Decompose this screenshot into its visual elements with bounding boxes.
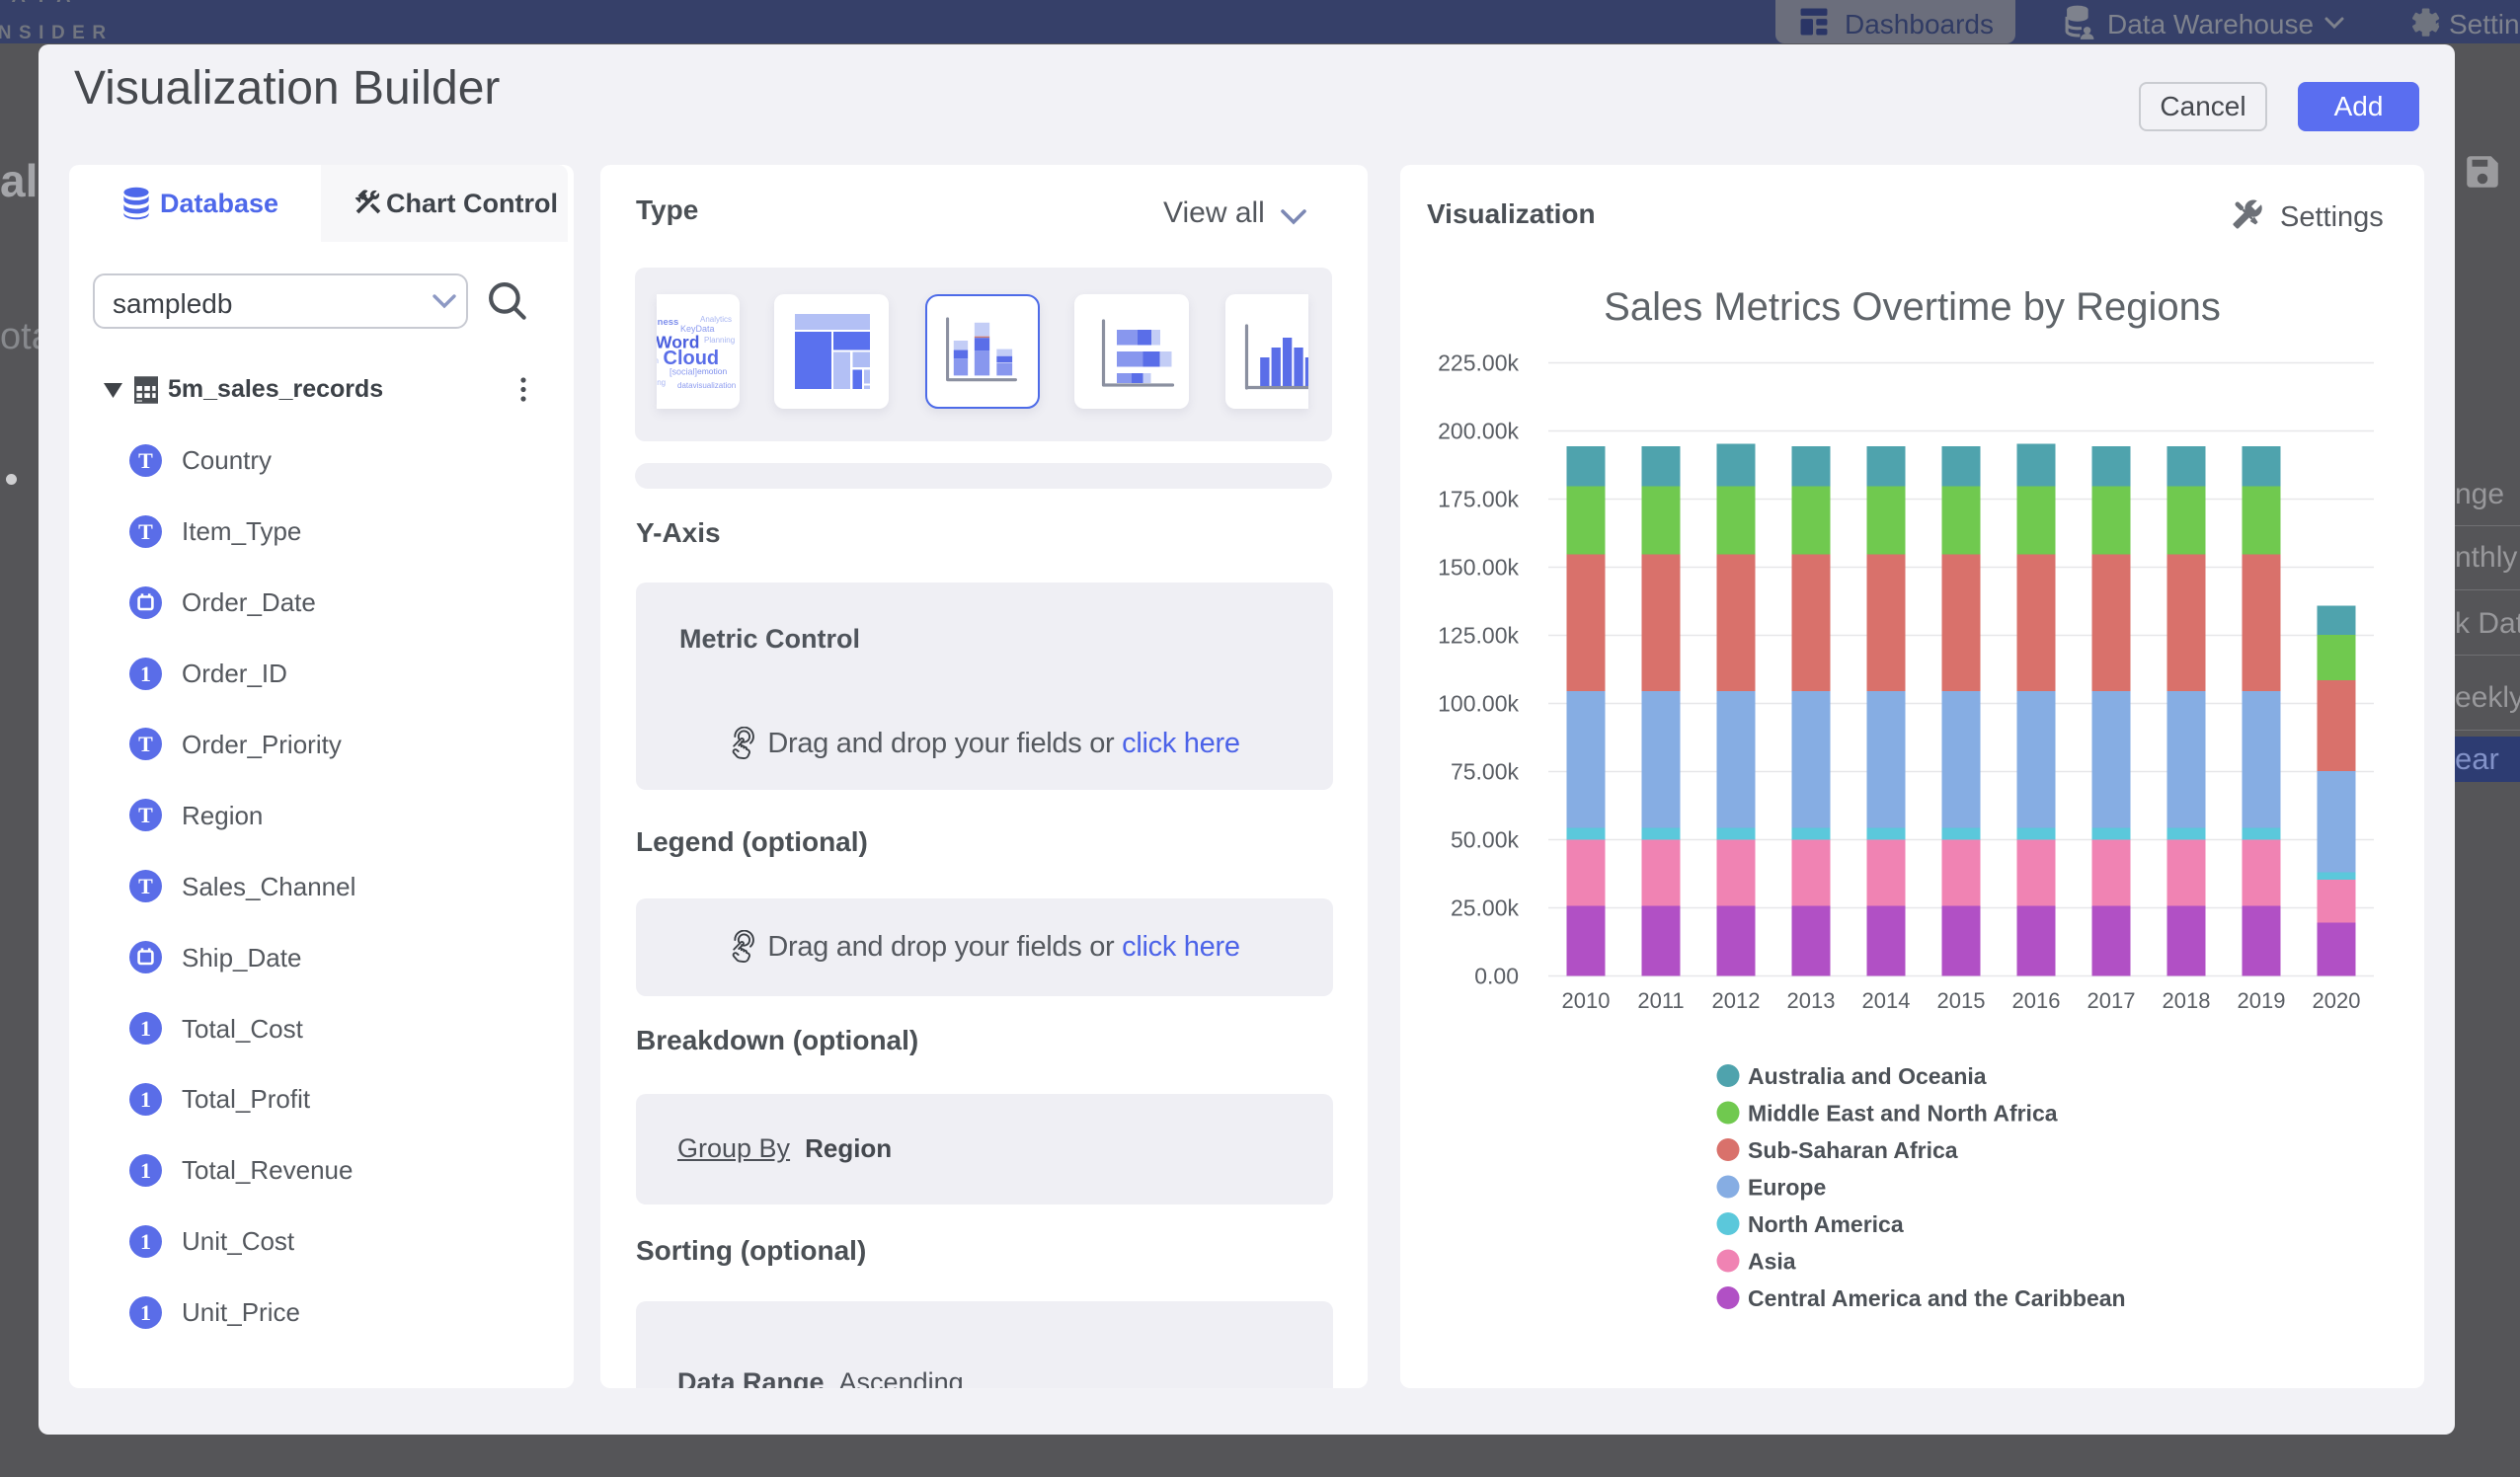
svg-text:Middle East and North Africa: Middle East and North Africa [1748, 1101, 2058, 1127]
svg-text:2014: 2014 [1862, 988, 1911, 1013]
svg-text:0.00: 0.00 [1474, 964, 1519, 989]
svg-text:Europe: Europe [1748, 1175, 1826, 1201]
svg-text:emotion: emotion [697, 366, 728, 376]
svg-text:Sub-Saharan Africa: Sub-Saharan Africa [1748, 1137, 1958, 1163]
svg-text:50.00k: 50.00k [1451, 827, 1520, 853]
svg-text:2016: 2016 [2012, 988, 2061, 1013]
svg-text:2011: 2011 [1637, 988, 1684, 1013]
svg-text:1: 1 [140, 1016, 151, 1041]
svg-text:1: 1 [140, 661, 151, 686]
svg-text:75.00k: 75.00k [1451, 759, 1520, 785]
svg-text:Cloud: Cloud [664, 348, 720, 369]
svg-text:1: 1 [140, 1158, 151, 1183]
svg-text:200.00k: 200.00k [1438, 419, 1519, 444]
svg-text:25.00k: 25.00k [1451, 895, 1520, 921]
svg-text:North America: North America [1748, 1211, 1904, 1237]
svg-text:T: T [138, 732, 153, 756]
svg-text:150.00k: 150.00k [1438, 555, 1519, 581]
svg-text:iness: iness [657, 317, 678, 328]
svg-text:225.00k: 225.00k [1438, 350, 1519, 376]
svg-text:1: 1 [140, 1229, 151, 1254]
svg-text:Word: Word [657, 333, 699, 352]
svg-text:2019: 2019 [2238, 988, 2286, 1013]
svg-text:KeyData: KeyData [680, 324, 715, 334]
svg-text:1: 1 [140, 1087, 151, 1112]
svg-text:Central America and the Caribb: Central America and the Caribbean [1748, 1285, 2126, 1311]
svg-text:2012: 2012 [1712, 988, 1761, 1013]
svg-text:Asia: Asia [1748, 1249, 1796, 1275]
svg-text:Australia and Oceania: Australia and Oceania [1748, 1063, 1987, 1089]
svg-text:1: 1 [140, 1300, 151, 1325]
svg-text:Planning: Planning [704, 336, 735, 345]
svg-text:T: T [138, 519, 153, 544]
svg-text:[social]: [social] [669, 367, 697, 377]
svg-text:2015: 2015 [1937, 988, 1986, 1013]
svg-text:2013: 2013 [1787, 988, 1836, 1013]
svg-text:Analytics: Analytics [700, 315, 732, 324]
svg-text:2010: 2010 [1562, 988, 1611, 1013]
svg-text:100.00k: 100.00k [1438, 691, 1519, 717]
svg-text:datavisualization: datavisualization [677, 381, 736, 390]
svg-text:2020: 2020 [2313, 988, 2361, 1013]
svg-text:T: T [138, 803, 153, 827]
svg-text:2017: 2017 [2087, 988, 2136, 1013]
svg-text:175.00k: 175.00k [1438, 487, 1519, 512]
svg-text:on: on [657, 356, 659, 365]
svg-text:ning: ning [657, 378, 666, 387]
svg-text:2018: 2018 [2163, 988, 2211, 1013]
svg-text:T: T [138, 448, 153, 473]
svg-text:T: T [138, 874, 153, 898]
svg-text:125.00k: 125.00k [1438, 623, 1519, 649]
